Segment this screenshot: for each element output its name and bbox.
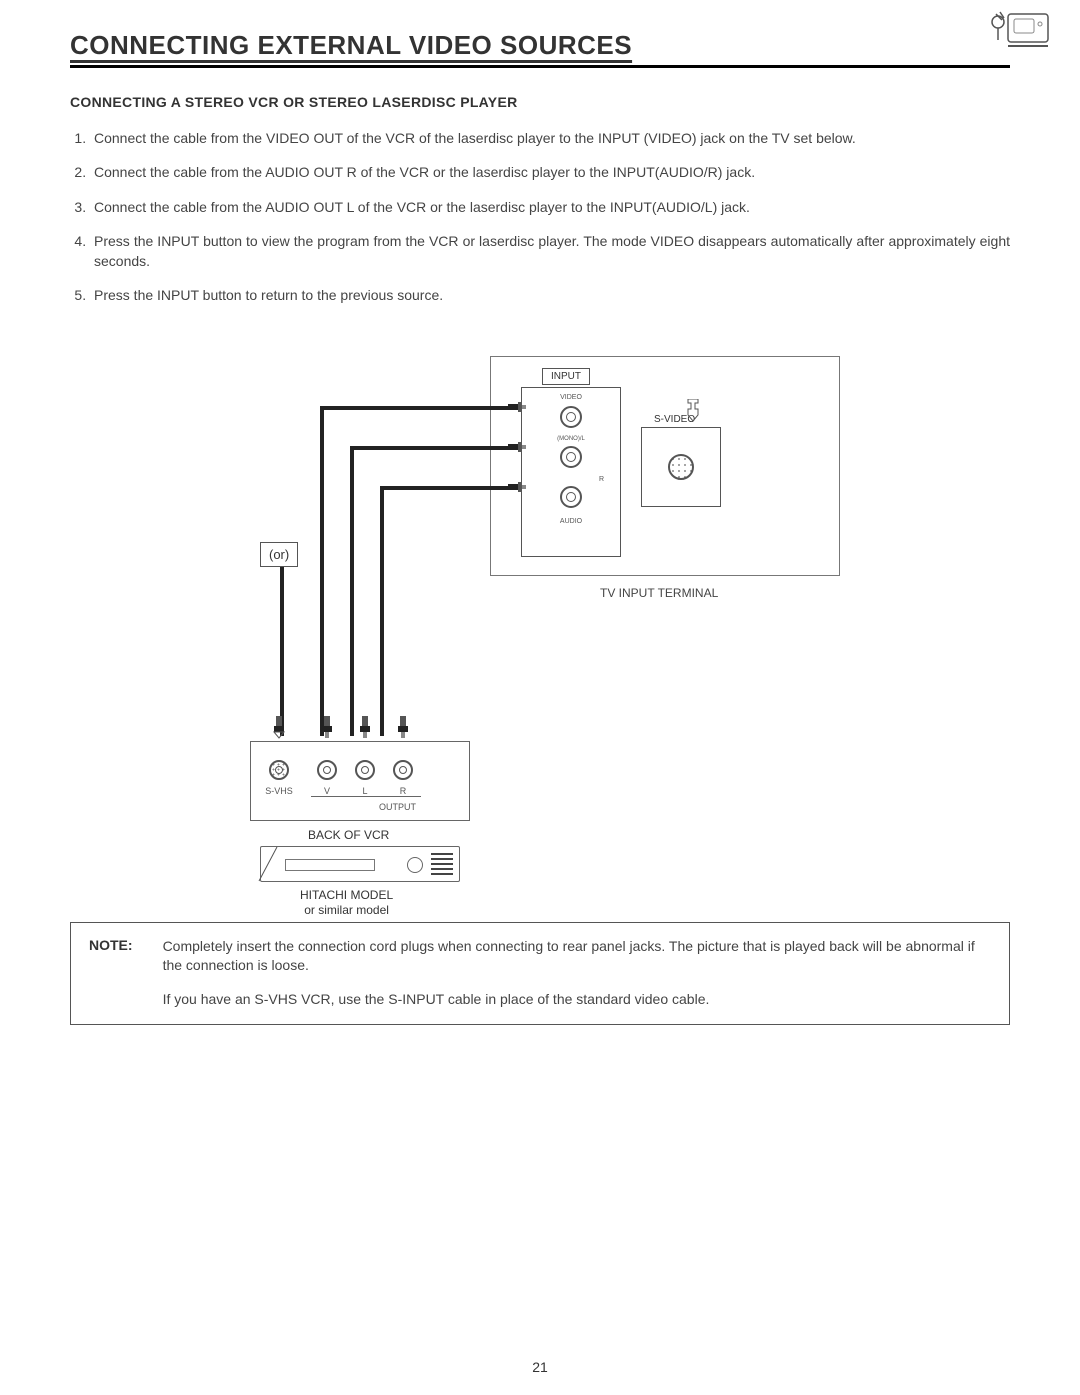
page-title: CONNECTING EXTERNAL VIDEO SOURCES xyxy=(70,30,632,61)
note-label: NOTE: xyxy=(89,937,133,1010)
cable-group: (or) xyxy=(260,382,520,732)
audio-l-jack xyxy=(560,446,582,468)
note-box: NOTE: Completely insert the connection c… xyxy=(70,922,1010,1025)
mono-label: (MONO)/L xyxy=(557,436,585,442)
tv-icon xyxy=(990,10,1050,61)
video-jack xyxy=(560,406,582,428)
connection-diagram: INPUT VIDEO (MONO)/L R AUDIO S-VIDEO xyxy=(220,346,860,886)
vcr-v-label: V xyxy=(324,786,330,796)
tv-caption: TV INPUT TERMINAL xyxy=(600,586,718,600)
vcr-v-jack xyxy=(317,760,337,780)
or-label: (or) xyxy=(260,542,298,567)
input-label: INPUT xyxy=(542,368,590,385)
back-of-vcr-label: BACK OF VCR xyxy=(308,828,389,842)
vcr-r-jack xyxy=(393,760,413,780)
note-p1: Completely insert the connection cord pl… xyxy=(163,937,991,976)
subtitle: CONNECTING A STEREO VCR OR STEREO LASERD… xyxy=(70,94,1010,110)
step-2: Connect the cable from the AUDIO OUT R o… xyxy=(90,162,1010,182)
step-4: Press the INPUT button to view the progr… xyxy=(90,231,1010,272)
vcr-svhs-jack xyxy=(269,760,289,780)
vcr-output-label: OUTPUT xyxy=(379,802,416,812)
vcr-l-jack xyxy=(355,760,375,780)
vcr-l-label: L xyxy=(362,786,367,796)
r-label: R xyxy=(599,476,604,483)
vcr-body-icon xyxy=(260,846,460,882)
vcr-r-label: R xyxy=(400,786,407,796)
step-5: Press the INPUT button to return to the … xyxy=(90,285,1010,305)
audio-label: AUDIO xyxy=(560,518,582,525)
audio-r-jack xyxy=(560,486,582,508)
step-1: Connect the cable from the VIDEO OUT of … xyxy=(90,128,1010,148)
svideo-group: S-VIDEO xyxy=(641,427,721,507)
step-3: Connect the cable from the AUDIO OUT L o… xyxy=(90,197,1010,217)
video-label: VIDEO xyxy=(560,394,582,401)
steps-list: Connect the cable from the VIDEO OUT of … xyxy=(70,128,1010,306)
vcr-output-panel: S-VHS V L R OUTPUT xyxy=(250,741,470,821)
svideo-plug-icon xyxy=(686,399,700,421)
tv-input-panel: INPUT VIDEO (MONO)/L R AUDIO S-VIDEO xyxy=(490,356,840,576)
note-p2: If you have an S-VHS VCR, use the S-INPU… xyxy=(163,990,991,1010)
vcr-svhs-label: S-VHS xyxy=(265,786,293,796)
input-jack-group: INPUT VIDEO (MONO)/L R AUDIO xyxy=(521,387,621,557)
model-label: HITACHI MODEL or similar model xyxy=(300,888,393,919)
svideo-jack xyxy=(668,454,694,480)
page-number: 21 xyxy=(532,1359,548,1375)
